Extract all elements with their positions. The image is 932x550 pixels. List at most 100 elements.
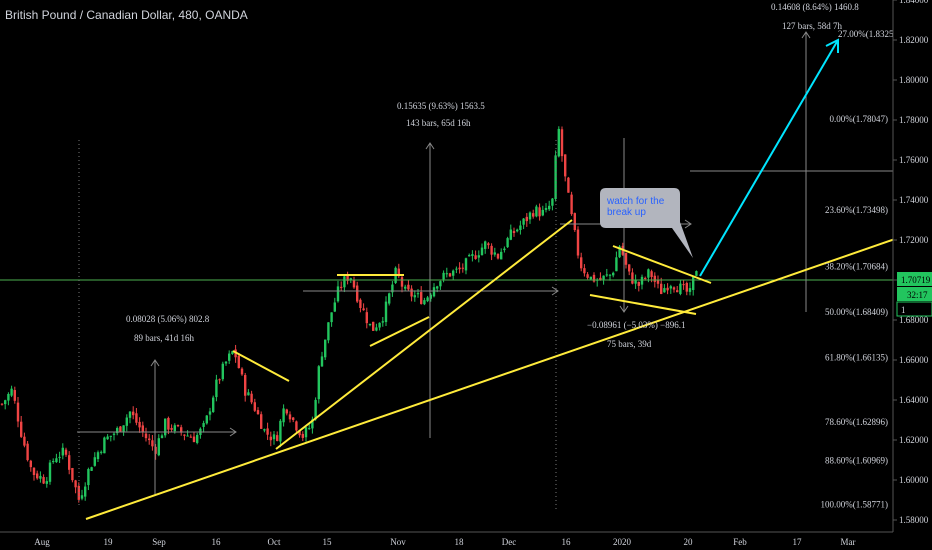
candle-body — [445, 273, 448, 275]
price-tick-label: 1.78000 — [899, 115, 929, 125]
candle-body — [436, 286, 439, 289]
fib-level-label: 78.60%(1.62896) — [825, 417, 888, 427]
candle-body — [544, 207, 548, 210]
time-tick-label: 17 — [793, 537, 803, 547]
candle-body — [170, 427, 173, 430]
price-tick-label: 1.82000 — [899, 35, 929, 45]
candle-body — [320, 356, 324, 367]
candle-body — [692, 276, 695, 290]
candle-body — [16, 402, 20, 422]
candle-body — [36, 473, 39, 479]
candle-body — [349, 278, 352, 281]
candle-body — [327, 322, 330, 341]
callout-text-line2: break up — [607, 207, 646, 218]
candle-body — [493, 252, 496, 255]
candle-body — [100, 451, 103, 453]
candle-body — [215, 379, 218, 398]
candle-body — [688, 288, 692, 292]
candle-body — [84, 486, 87, 497]
candle-body — [640, 276, 644, 285]
candle-body — [669, 286, 672, 289]
measurement-labels: 0.08028 (5.06%) 802.8 89 bars, 41d 16h 0… — [126, 2, 859, 349]
sept-resistance-line — [232, 350, 290, 382]
candle-body — [23, 436, 26, 446]
time-tick-label: 16 — [562, 537, 572, 547]
candle-body — [455, 268, 458, 270]
candle-body — [554, 155, 557, 199]
candle-body — [122, 425, 125, 433]
candle-body — [452, 270, 455, 276]
candle-body — [557, 128, 560, 157]
candle-body — [295, 421, 298, 431]
candle-body — [474, 255, 477, 259]
pennant-upper-line — [612, 245, 712, 284]
candle-body — [112, 433, 116, 435]
price-tick-label: 1.72000 — [899, 235, 929, 245]
time-tick-label: 15 — [323, 537, 333, 547]
candle-body — [135, 413, 138, 423]
time-tick-label: 2020 — [613, 537, 632, 547]
last-price-badge: 1.70719 — [897, 272, 932, 286]
candle-body — [272, 434, 276, 440]
candle-body — [218, 379, 221, 381]
measurement-1-line2: 89 bars, 41d 16h — [134, 333, 194, 343]
candle-body — [567, 177, 570, 193]
candle-body — [276, 435, 279, 441]
candle-body — [423, 300, 426, 305]
candle-body — [141, 425, 144, 432]
candle-body — [663, 288, 666, 293]
candle-body — [58, 456, 61, 458]
candle-body — [346, 275, 349, 281]
callout-text-line1: watch for the — [606, 196, 665, 207]
candle-body — [231, 351, 234, 355]
time-tick-label: Dec — [502, 537, 517, 547]
fib-level-label: 23.60%(1.73498) — [825, 205, 888, 215]
candle-body — [311, 419, 314, 429]
price-tick-label: 1.60000 — [899, 475, 929, 485]
candle-body — [80, 495, 84, 499]
candle-body — [647, 269, 650, 278]
candle-body — [240, 368, 244, 375]
last-price-value: 1.70719 — [901, 275, 931, 285]
price-tick-label: 1.62000 — [899, 435, 929, 445]
symbol-title: British Pound / Canadian Dollar, 480, OA… — [5, 8, 248, 22]
candle-body — [605, 274, 608, 276]
candle-body — [13, 390, 16, 401]
candle-body — [372, 321, 375, 331]
candle-body — [608, 274, 612, 276]
candle-body — [666, 287, 669, 291]
candle-body — [151, 440, 154, 447]
candle-body — [496, 253, 500, 259]
candle-body — [660, 283, 663, 295]
candle-body — [426, 297, 429, 302]
time-tick-label: 20 — [684, 537, 694, 547]
time-tick-label: 16 — [212, 537, 222, 547]
candle-body — [388, 293, 391, 304]
candle-body — [71, 467, 74, 481]
candle-body — [442, 272, 445, 280]
candle-body — [87, 469, 90, 486]
projection-label: 27.00%(1.83252) — [838, 29, 901, 39]
candle-body — [378, 322, 381, 328]
candle-body — [176, 424, 180, 427]
time-axis[interactable] — [0, 531, 932, 550]
candle-body — [148, 438, 151, 441]
candle-body — [612, 272, 615, 276]
candle-body — [471, 254, 474, 256]
candle-body — [189, 436, 192, 438]
candle-body — [573, 213, 576, 230]
candle-body — [519, 225, 522, 230]
candle-body — [288, 414, 292, 420]
candle-body — [618, 246, 621, 258]
candle-body — [93, 457, 96, 466]
candle-body — [196, 434, 199, 443]
candle-body — [429, 294, 432, 299]
candle-body — [237, 355, 240, 369]
candle-body — [224, 361, 228, 364]
candle-body — [352, 279, 356, 288]
fib-level-label: 88.60%(1.60969) — [825, 456, 888, 466]
candle-body — [103, 437, 106, 454]
price-axis[interactable] — [892, 0, 932, 532]
candle-body — [362, 308, 365, 311]
